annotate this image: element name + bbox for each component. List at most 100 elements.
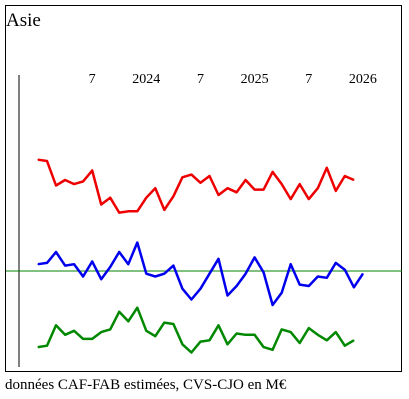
data-point <box>272 349 274 351</box>
data-point <box>362 273 364 275</box>
data-point <box>172 195 174 197</box>
data-point <box>335 331 337 333</box>
series-line-3 <box>37 306 355 354</box>
data-point <box>91 169 93 172</box>
data-point <box>91 338 93 340</box>
chart-axes <box>6 75 402 367</box>
series-1 <box>37 158 355 214</box>
data-point <box>353 339 355 341</box>
series-line-1 <box>37 158 355 214</box>
data-point <box>46 262 48 264</box>
data-point <box>154 275 156 278</box>
data-point <box>226 343 229 345</box>
data-point <box>308 198 310 200</box>
data-point <box>172 323 174 325</box>
x-tick-label: 2025 <box>241 72 269 87</box>
data-point <box>136 307 138 309</box>
data-point <box>118 311 120 313</box>
x-tick-label: 7 <box>197 72 204 87</box>
data-point <box>326 167 328 169</box>
data-point <box>199 341 202 343</box>
data-point <box>82 338 84 340</box>
data-point <box>317 187 319 189</box>
data-point <box>118 212 120 214</box>
data-point <box>145 330 147 332</box>
data-point <box>281 292 283 294</box>
data-point <box>163 322 165 324</box>
data-point <box>281 183 283 185</box>
data-point <box>254 334 256 336</box>
data-point <box>154 335 156 337</box>
data-point <box>55 251 57 253</box>
data-point <box>353 286 355 288</box>
data-point <box>73 263 75 265</box>
data-point <box>263 189 265 191</box>
data-point <box>163 209 165 211</box>
data-point <box>64 265 66 267</box>
data-point <box>308 285 310 287</box>
data-point <box>326 339 328 341</box>
data-point <box>109 266 111 268</box>
data-point <box>317 334 319 336</box>
data-point <box>217 324 220 326</box>
data-point <box>254 256 256 258</box>
chart-title: Asie <box>6 10 41 31</box>
x-tick-label: 7 <box>305 72 312 87</box>
data-point <box>254 189 256 191</box>
data-point <box>46 160 48 162</box>
data-point <box>190 174 192 176</box>
data-point <box>263 346 265 348</box>
x-axis-ticks: 7 2024 7 2025 7 2026 <box>89 72 377 87</box>
data-point <box>236 191 238 193</box>
data-point <box>82 180 84 182</box>
data-point <box>82 275 84 278</box>
data-point <box>236 332 238 335</box>
data-point <box>37 159 39 161</box>
x-tick-label: 2024 <box>132 72 160 87</box>
data-point <box>208 339 211 341</box>
data-point <box>326 277 328 279</box>
data-point <box>100 278 102 280</box>
data-point <box>263 271 265 273</box>
series-3 <box>37 306 355 354</box>
data-point <box>299 183 301 185</box>
data-point <box>317 275 319 278</box>
data-point <box>245 179 247 181</box>
data-point <box>245 273 247 275</box>
data-point <box>127 320 129 322</box>
data-point <box>109 328 111 330</box>
data-point <box>208 273 211 275</box>
data-point <box>236 285 238 287</box>
data-point <box>226 187 229 189</box>
series-line-2 <box>37 241 364 307</box>
data-point <box>290 331 292 333</box>
data-point <box>199 288 202 290</box>
data-point <box>226 294 229 297</box>
data-point <box>55 324 57 326</box>
data-point <box>199 182 202 184</box>
data-point <box>127 263 129 265</box>
data-point <box>145 197 147 199</box>
data-point <box>136 210 138 212</box>
data-point <box>217 194 220 196</box>
data-point <box>154 187 156 189</box>
data-point <box>145 273 147 275</box>
data-point <box>208 175 211 177</box>
data-point <box>100 331 102 333</box>
data-point <box>299 284 301 286</box>
data-point <box>172 265 174 267</box>
series-2 <box>37 241 364 307</box>
data-point <box>272 171 274 173</box>
data-point <box>190 351 192 354</box>
data-point <box>190 298 192 301</box>
data-point <box>64 334 66 336</box>
data-point <box>163 273 165 275</box>
data-point <box>100 203 102 206</box>
data-point <box>46 345 48 347</box>
data-point <box>281 328 283 330</box>
data-point <box>37 263 39 265</box>
chart-caption: données CAF-FAB estimées, CVS-CJO en M€ <box>5 377 287 393</box>
data-point <box>308 327 310 329</box>
data-point <box>290 198 292 200</box>
data-point <box>181 343 183 345</box>
